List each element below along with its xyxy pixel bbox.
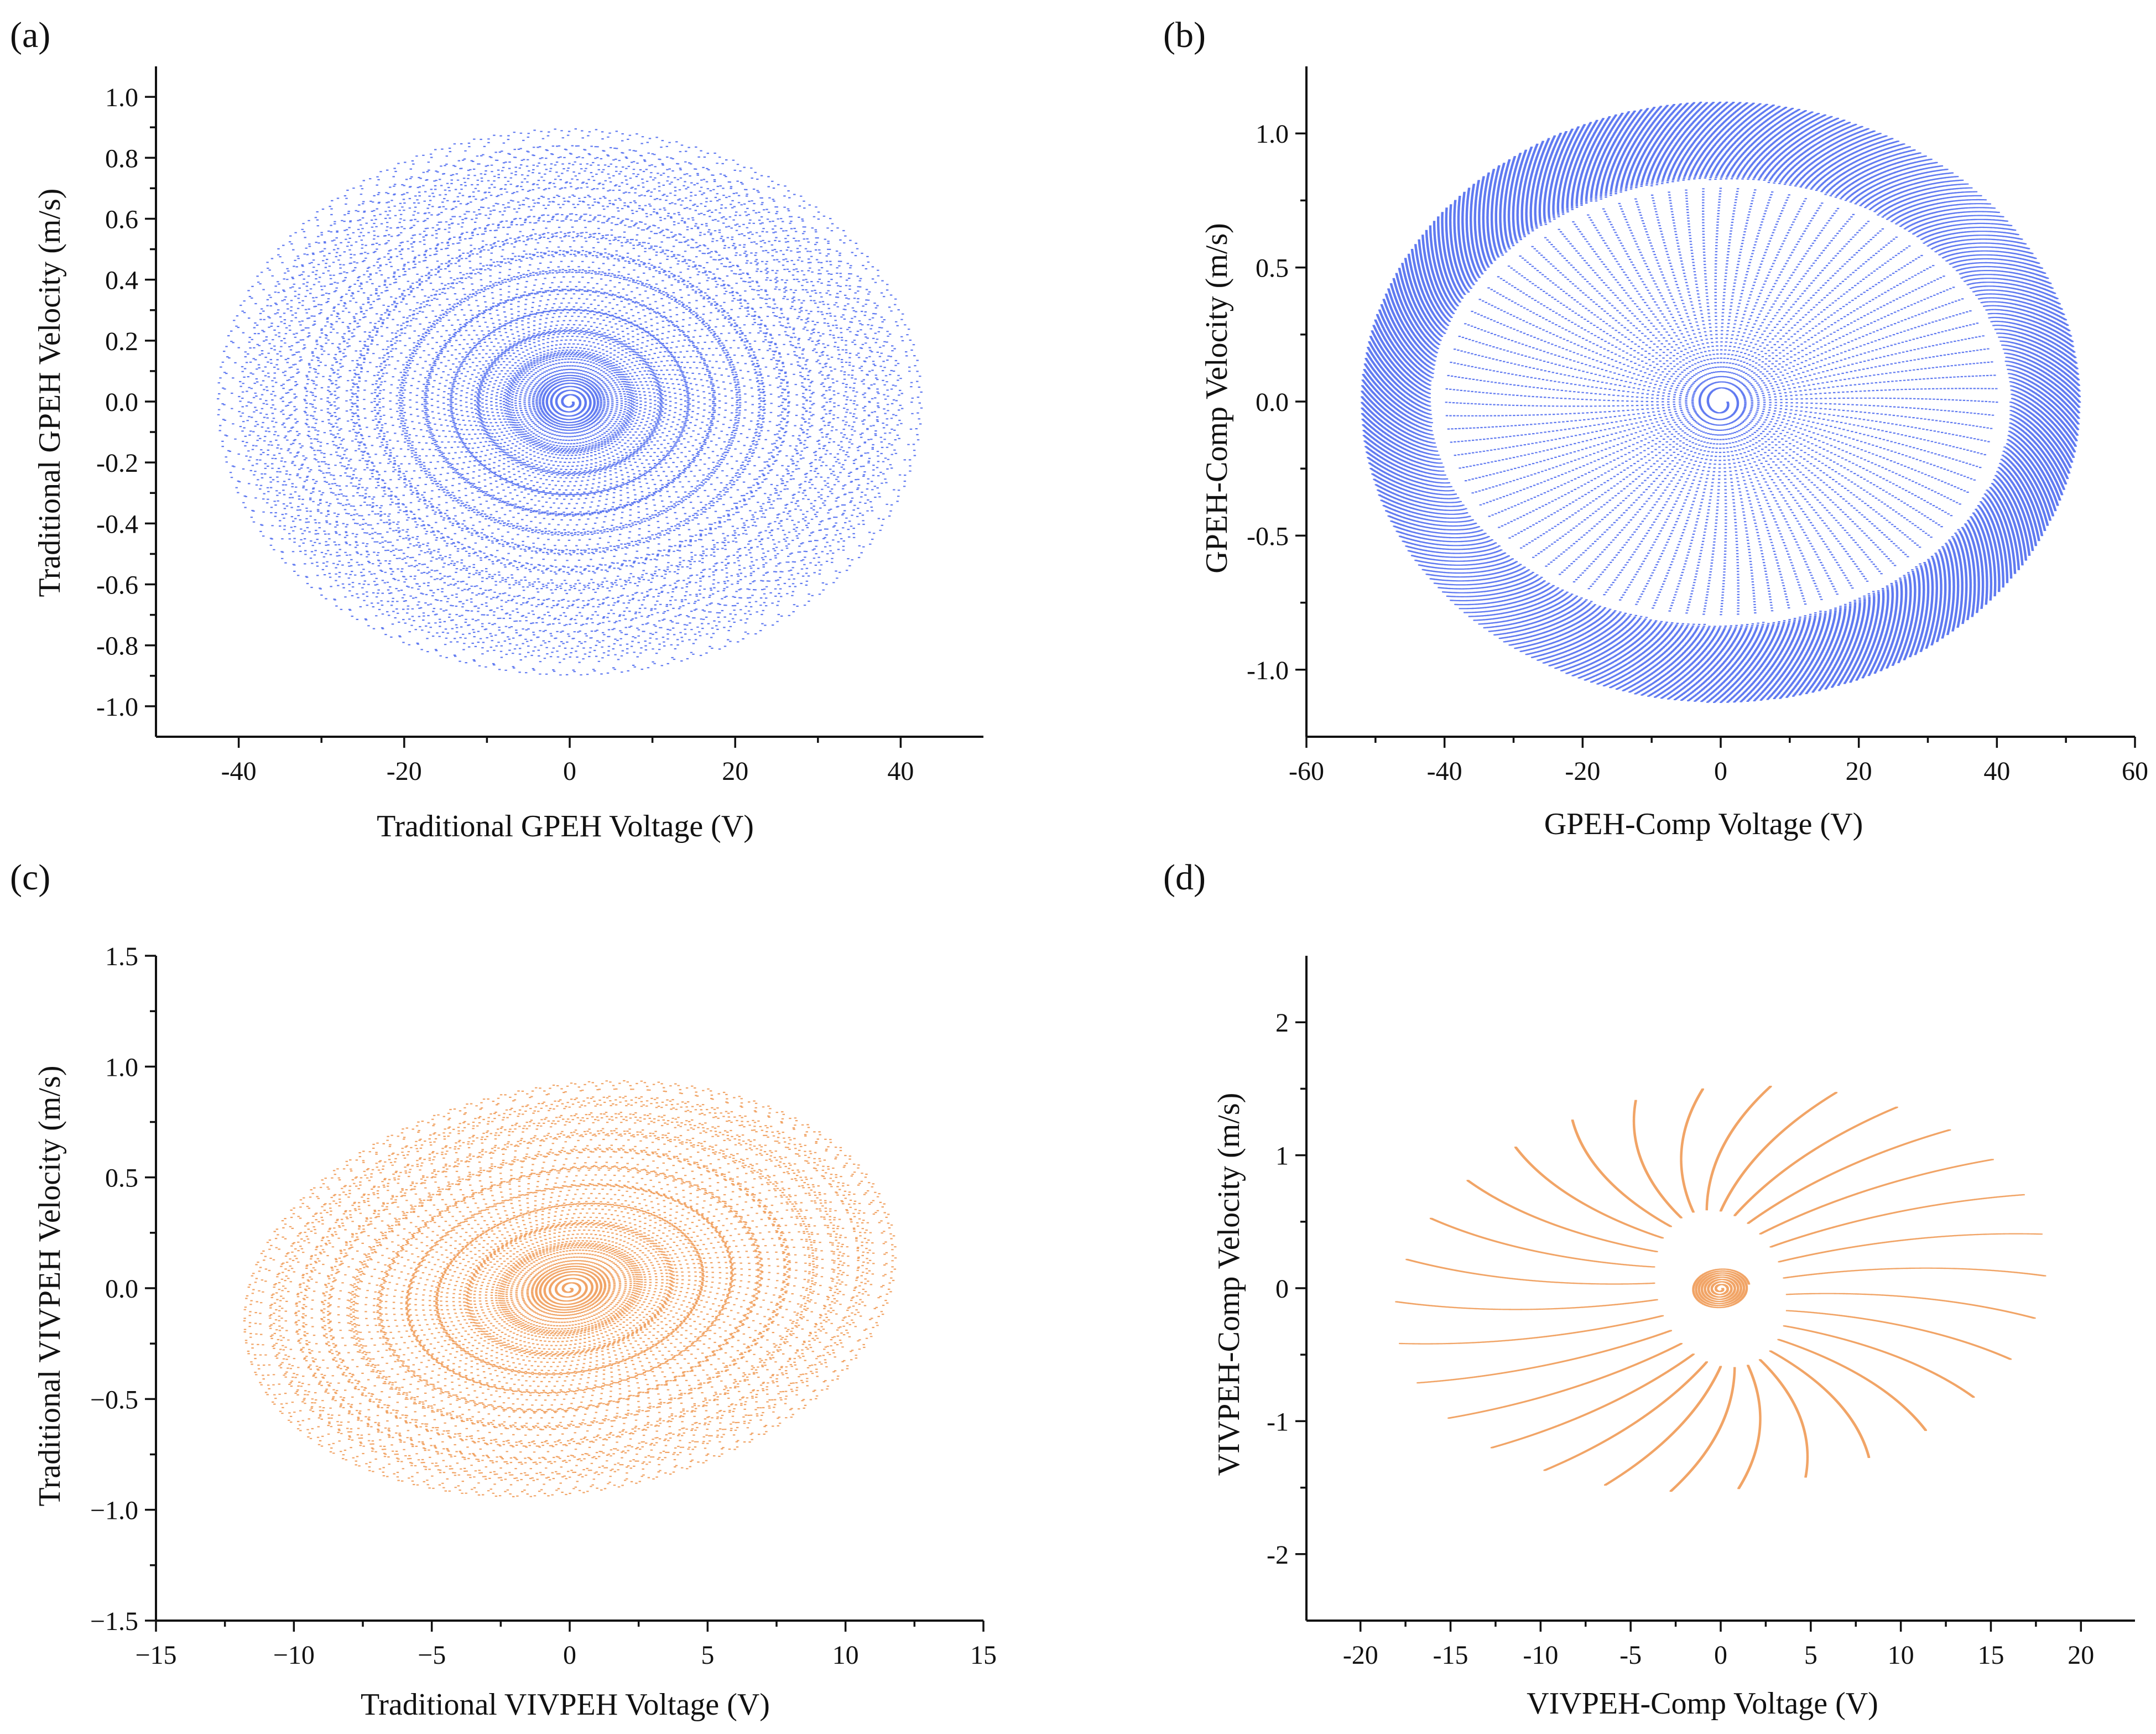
x-tick-label-d: 20 — [2068, 1641, 2094, 1670]
scatter-series-d-0 — [1692, 1268, 1751, 1309]
scatter-series-d-1 — [1395, 1086, 2046, 1492]
scatter-series-c-0 — [243, 1080, 897, 1497]
y-axis-title-c: Traditional VIVPEH Velocity (m/s) — [33, 1066, 67, 1507]
axes-c: −15 −10 −5 0 5 10 15 −1.5 −1.0 −0.5 0.0 0.5 1.0 1.5 — [90, 942, 997, 1670]
x-tick-label-b: 40 — [1983, 757, 2010, 786]
y-tick-label-c: 1.0 — [105, 1053, 138, 1082]
y-tick-label-c: 1.5 — [105, 942, 138, 971]
y-tick-label-b: 1.0 — [1256, 119, 1289, 149]
x-tick-label-c: 5 — [701, 1641, 714, 1670]
x-axis-title-d: VIVPEH-Comp Voltage (V) — [1527, 1686, 1878, 1721]
x-tick-label-a: -20 — [387, 757, 422, 786]
y-tick-label-a: 0.4 — [105, 266, 138, 295]
x-tick-label-c: −10 — [273, 1641, 315, 1670]
y-tick-label-b: -0.5 — [1247, 522, 1289, 551]
x-tick-label-c: −15 — [135, 1641, 176, 1670]
x-axis-title-c: Traditional VIVPEH Voltage (V) — [361, 1688, 770, 1722]
y-tick-label-c: −1.5 — [90, 1607, 138, 1636]
y-tick-label-d: -1 — [1267, 1407, 1289, 1436]
y-tick-label-a: -0.6 — [96, 571, 138, 600]
x-tick-label-a: 0 — [563, 757, 576, 786]
y-tick-label-a: -0.4 — [96, 509, 138, 539]
x-tick-label-d: -20 — [1343, 1641, 1378, 1670]
x-tick-label-b: 0 — [1714, 757, 1727, 786]
panel-label-c: (c) — [10, 857, 50, 898]
x-tick-label-b: 20 — [1846, 757, 1872, 786]
x-tick-label-d: -5 — [1619, 1641, 1642, 1670]
scatter-series-a-0 — [217, 128, 923, 676]
x-tick-label-d: 5 — [1804, 1641, 1818, 1670]
y-tick-label-d: 0 — [1275, 1274, 1289, 1304]
x-tick-label-b: -60 — [1289, 757, 1324, 786]
y-tick-label-a: 0.2 — [105, 327, 138, 356]
x-tick-label-c: 0 — [563, 1641, 576, 1670]
y-tick-label-c: 0.0 — [105, 1274, 138, 1304]
x-tick-label-d: 0 — [1714, 1641, 1727, 1670]
y-tick-label-a: 0.6 — [105, 205, 138, 234]
scatter-points-a — [217, 128, 923, 676]
panel-label-a: (a) — [10, 15, 50, 55]
chart-panel-a: (a) -40 -20 0 20 40 -1.0 -0.8 -0.6 -0.4 -0.2 0.0 0.… — [10, 15, 983, 843]
y-tick-label-b: 0.0 — [1256, 388, 1289, 417]
y-tick-label-a: -0.2 — [96, 449, 138, 478]
scatter-points-d — [1395, 1086, 2046, 1492]
y-axis-title-d: VIVPEH-Comp Velocity (m/s) — [1212, 1093, 1246, 1476]
x-tick-label-d: -15 — [1433, 1641, 1468, 1670]
axes-a: -40 -20 0 20 40 -1.0 -0.8 -0.6 -0.4 -0.2 0.0 0.2 0.4… — [96, 66, 983, 786]
panel-label-b: (b) — [1163, 15, 1206, 55]
x-tick-label-b: -20 — [1565, 757, 1600, 786]
x-axis-title-b: GPEH-Comp Voltage (V) — [1544, 807, 1863, 841]
y-tick-label-a: 1.0 — [105, 83, 138, 112]
y-axis-title-a: Traditional GPEH Velocity (m/s) — [33, 189, 67, 597]
x-tick-label-b: -40 — [1427, 757, 1462, 786]
x-tick-label-a: 20 — [722, 757, 748, 786]
y-tick-label-a: -0.8 — [96, 632, 138, 661]
y-tick-label-b: -1.0 — [1247, 656, 1289, 685]
x-tick-label-b: 60 — [2122, 757, 2148, 786]
x-tick-label-c: −5 — [418, 1641, 446, 1670]
x-tick-label-d: 15 — [1977, 1641, 2004, 1670]
y-tick-label-a: -1.0 — [96, 692, 138, 722]
x-tick-label-c: 10 — [832, 1641, 859, 1670]
chart-panel-c: (c) −15 −10 −5 0 5 10 15 −1.5 −1.0 −0.5 0.0 0.5 1.0 1… — [10, 857, 997, 1722]
y-tick-label-c: 0.5 — [105, 1164, 138, 1193]
x-tick-label-d: 10 — [1888, 1641, 1914, 1670]
x-tick-label-a: 40 — [887, 757, 914, 786]
panel-label-d: (d) — [1163, 857, 1206, 898]
y-tick-label-d: -2 — [1267, 1540, 1289, 1570]
x-tick-label-a: -40 — [221, 757, 257, 786]
x-tick-label-d: -10 — [1523, 1641, 1558, 1670]
y-tick-label-d: 2 — [1275, 1008, 1289, 1038]
y-tick-label-b: 0.5 — [1256, 254, 1289, 283]
y-tick-label-a: 0.0 — [105, 388, 138, 417]
scatter-points-c — [243, 1080, 897, 1497]
y-axis-title-b: GPEH-Comp Velocity (m/s) — [1200, 223, 1234, 574]
y-tick-label-a: 0.8 — [105, 144, 138, 173]
x-axis-title-a: Traditional GPEH Voltage (V) — [377, 809, 754, 843]
x-tick-label-c: 15 — [970, 1641, 997, 1670]
axes-b: -60 -40 -20 0 20 40 60 -1.0 -0.5 0.0 0.5 1.0 — [1247, 66, 2148, 786]
y-tick-label-c: −0.5 — [90, 1385, 138, 1414]
y-tick-label-d: 1 — [1275, 1142, 1289, 1171]
chart-panel-b: (b) -60 -40 -20 0 20 40 60 -1.0 -0.5 0.0 0.5 1.0 GP… — [1163, 15, 2148, 841]
y-tick-label-c: −1.0 — [90, 1496, 138, 1525]
